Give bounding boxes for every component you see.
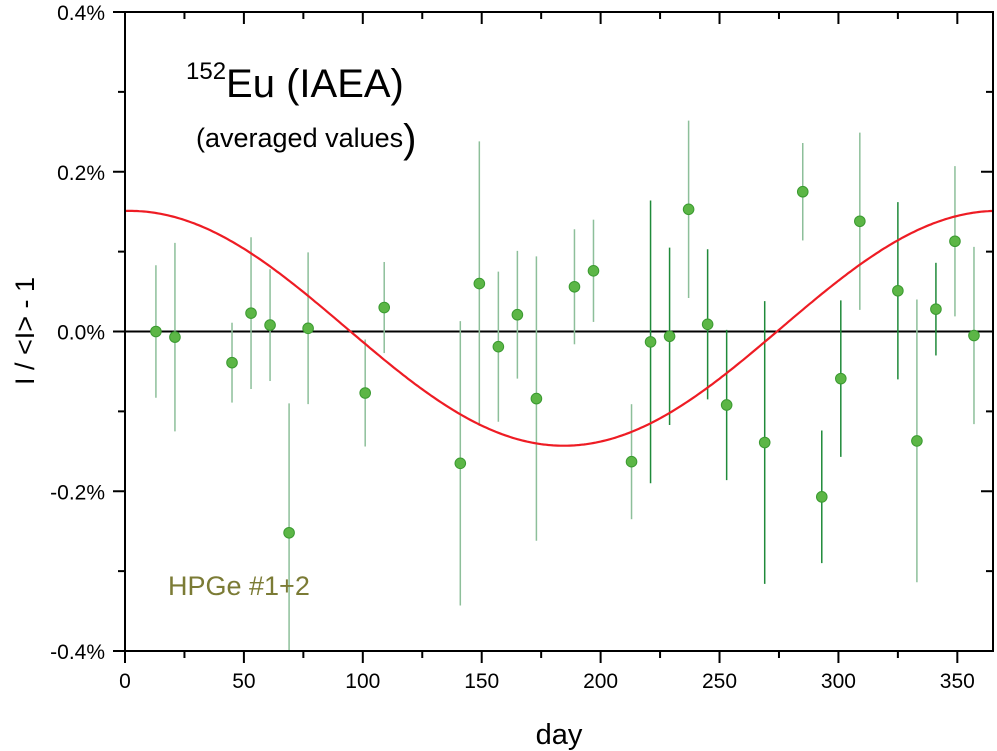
title-superscript: 152 xyxy=(186,58,226,85)
data-point-12 xyxy=(511,308,524,321)
data-point-9 xyxy=(454,457,467,470)
data-point-15 xyxy=(587,264,600,277)
data-point-14 xyxy=(568,280,581,293)
subtitle-text: (averaged values xyxy=(196,123,403,153)
x-tick-label: 150 xyxy=(464,670,499,693)
data-point-29 xyxy=(930,303,942,315)
x-tick-label: 300 xyxy=(821,670,856,693)
data-point-6 xyxy=(302,322,314,335)
data-point-18 xyxy=(663,330,676,343)
title-main: Eu (IAEA) xyxy=(226,62,404,106)
data-point-3 xyxy=(245,307,257,319)
data-point-26 xyxy=(854,215,866,228)
y-tick-label: -0.2% xyxy=(50,481,105,504)
x-tick-label: 100 xyxy=(345,670,380,693)
data-point-2 xyxy=(226,356,238,369)
y-tick-label: 0.0% xyxy=(57,322,105,345)
data-point-11 xyxy=(492,340,505,353)
data-point-19 xyxy=(682,203,695,216)
data-point-24 xyxy=(815,491,828,503)
x-tick-label: 200 xyxy=(583,670,618,693)
data-point-17 xyxy=(644,336,657,348)
data-point-8 xyxy=(378,301,391,314)
fit-curve xyxy=(124,209,993,447)
chart-title: 152Eu (IAEA) xyxy=(186,58,404,106)
data-point-16 xyxy=(625,455,638,468)
x-axis-label: day xyxy=(536,719,583,751)
data-point-13 xyxy=(530,392,543,405)
data-point-30 xyxy=(949,235,961,248)
data-point-23 xyxy=(796,185,809,198)
x-tick-label: 350 xyxy=(940,670,975,693)
data-point-22 xyxy=(758,436,771,449)
data-point-20 xyxy=(701,318,714,331)
y-tick-label: 0.2% xyxy=(57,162,105,185)
x-tick-label: 250 xyxy=(702,670,737,693)
y-tick-label: -0.4% xyxy=(50,641,105,664)
data-point-7 xyxy=(359,387,371,399)
x-tick-label: 0 xyxy=(119,670,131,693)
data-point-31 xyxy=(968,329,980,342)
subtitle-close: ) xyxy=(403,117,416,161)
data-point-4 xyxy=(264,319,276,331)
plot-area xyxy=(124,120,993,651)
axes: -0.4% -0.2% 0.0% 0.2% 0.4% 0 50 100 150 200 250 300… xyxy=(50,2,994,693)
data-point-25 xyxy=(835,372,847,385)
data-point-10 xyxy=(473,277,486,290)
y-axis-label: I / <I> - 1 xyxy=(10,277,40,385)
y-tick-label: 0.4% xyxy=(57,2,105,25)
data-point-27 xyxy=(892,284,904,297)
data-point-1 xyxy=(169,331,181,343)
data-point-21 xyxy=(720,399,733,411)
chart-subtitle: (averaged values) xyxy=(196,117,416,161)
data-point-0 xyxy=(150,325,162,338)
annotation-hpge: HPGe #1+2 xyxy=(168,571,310,601)
data-point-28 xyxy=(911,435,923,447)
x-tick-label: 50 xyxy=(232,670,255,693)
data-point-5 xyxy=(283,526,295,539)
